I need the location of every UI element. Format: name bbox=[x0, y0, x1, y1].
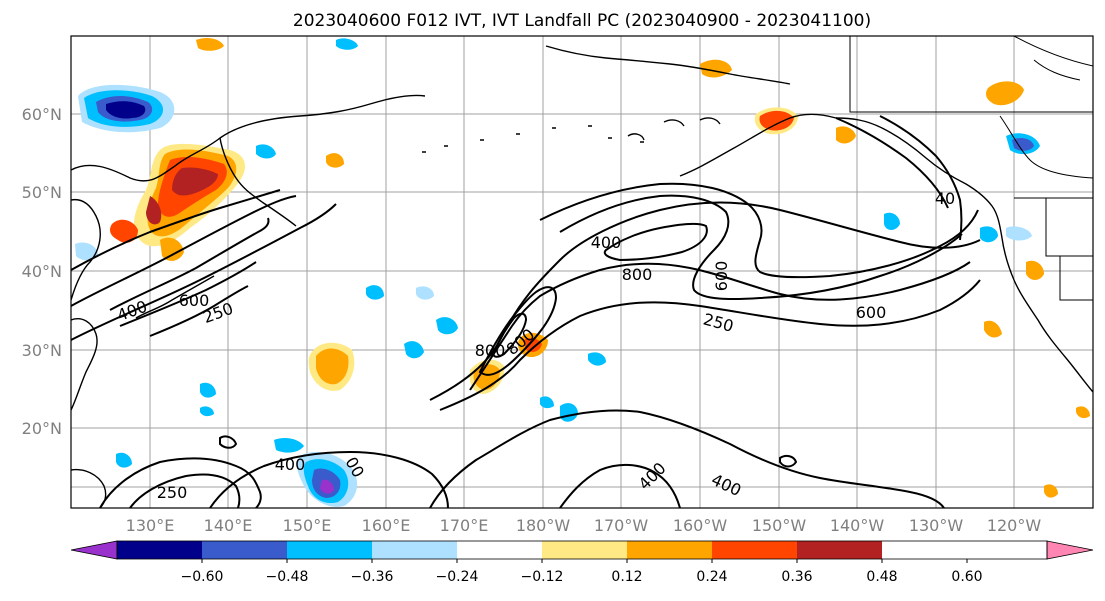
lon-label: 170°W bbox=[594, 516, 649, 535]
colorbar-segment bbox=[287, 541, 372, 559]
map-panel: 400 800 600 250 600 40 400 600 250 800 8… bbox=[70, 35, 1094, 509]
lon-label: 140°E bbox=[204, 516, 253, 535]
colorbar-extend-left bbox=[70, 540, 118, 560]
colorbar-segment bbox=[457, 541, 542, 559]
colorbar-segment bbox=[627, 541, 712, 559]
colorbar-segment bbox=[372, 541, 457, 559]
colorbar-extend-right bbox=[1046, 540, 1094, 560]
colorbar-tick-label: 0.48 bbox=[866, 569, 897, 585]
contour-label: 600 bbox=[856, 303, 887, 322]
colorbar-tick-label: 0.24 bbox=[696, 569, 727, 585]
lon-label: 150°E bbox=[283, 516, 332, 535]
colorbar-tick-labels: −0.60 −0.48 −0.36 −0.24 −0.12 0.12 0.24 … bbox=[181, 569, 983, 585]
map-frame bbox=[70, 35, 1094, 509]
lon-label: 150°W bbox=[752, 516, 807, 535]
contour-label: 800 bbox=[622, 265, 653, 284]
colorbar-segment bbox=[712, 541, 797, 559]
colorbar-tick-label: −0.60 bbox=[181, 569, 224, 585]
latitude-labels: 60°N 50°N 40°N 30°N 20°N bbox=[22, 105, 62, 438]
contour-label: 600 bbox=[712, 261, 731, 292]
colorbar-tick-label: −0.24 bbox=[436, 569, 479, 585]
lon-label: 130°W bbox=[909, 516, 964, 535]
colorbar-ticks bbox=[201, 559, 968, 563]
contour-label: 400 bbox=[591, 233, 622, 252]
lon-label: 160°W bbox=[673, 516, 728, 535]
colorbar-tick-label: 0.36 bbox=[781, 569, 812, 585]
colorbar-frame bbox=[116, 540, 1048, 560]
lon-label: 170°E bbox=[440, 516, 489, 535]
contour-label: 250 bbox=[157, 483, 188, 502]
lat-label: 60°N bbox=[22, 105, 62, 124]
lat-label: 20°N bbox=[22, 419, 62, 438]
lat-label: 40°N bbox=[22, 262, 62, 281]
political-borders bbox=[849, 36, 1093, 301]
contour-label: 600 bbox=[179, 291, 210, 310]
colorbar-tick-label: −0.36 bbox=[351, 569, 394, 585]
colorbar-segment bbox=[542, 541, 627, 559]
contour-label: 800 bbox=[475, 341, 506, 360]
colorbar: −0.60 −0.48 −0.36 −0.24 −0.12 0.12 0.24 … bbox=[70, 540, 1094, 585]
lon-label: 160°E bbox=[362, 516, 411, 535]
lon-label: 130°E bbox=[126, 516, 175, 535]
colorbar-segment bbox=[117, 541, 202, 559]
colorbar-segment bbox=[202, 541, 287, 559]
colorbar-tick-label: −0.12 bbox=[521, 569, 564, 585]
lon-label: 180°W bbox=[516, 516, 571, 535]
map-title: 2023040600 F012 IVT, IVT Landfall PC (20… bbox=[293, 11, 871, 31]
lon-label: 140°W bbox=[830, 516, 885, 535]
contour-label: 400 bbox=[275, 455, 306, 474]
coastlines bbox=[71, 45, 1093, 508]
colorbar-tick-label: −0.48 bbox=[266, 569, 309, 585]
contour-label: 40 bbox=[935, 189, 955, 208]
longitude-labels: 130°E 140°E 150°E 160°E 170°E 180°W 170°… bbox=[126, 516, 1042, 535]
filled-anomaly-patches bbox=[75, 38, 1090, 507]
lat-label: 30°N bbox=[22, 341, 62, 360]
colorbar-segment bbox=[797, 541, 882, 559]
colorbar-tick-label: 0.12 bbox=[611, 569, 642, 585]
ivt-contours bbox=[71, 115, 981, 508]
lon-label: 120°W bbox=[987, 516, 1042, 535]
lat-label: 50°N bbox=[22, 183, 62, 202]
colorbar-tick-label: 0.60 bbox=[951, 569, 982, 585]
